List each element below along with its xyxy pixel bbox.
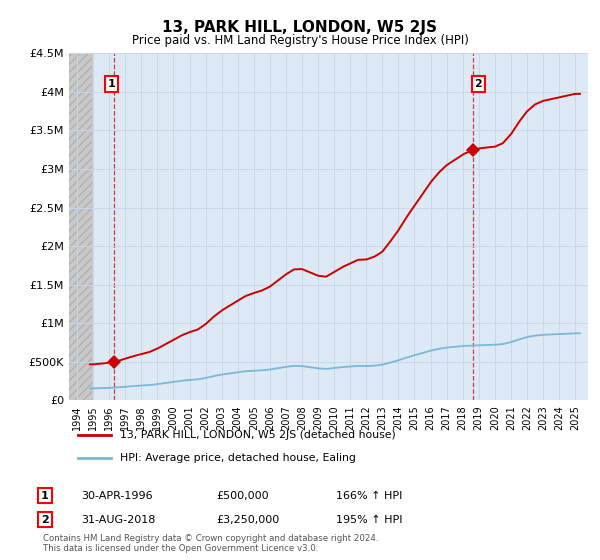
Text: £500,000: £500,000 xyxy=(216,491,269,501)
Text: 166% ↑ HPI: 166% ↑ HPI xyxy=(336,491,403,501)
Text: 2: 2 xyxy=(41,515,49,525)
Text: Price paid vs. HM Land Registry's House Price Index (HPI): Price paid vs. HM Land Registry's House … xyxy=(131,34,469,46)
Text: 31-AUG-2018: 31-AUG-2018 xyxy=(81,515,155,525)
Text: Contains HM Land Registry data © Crown copyright and database right 2024.
This d: Contains HM Land Registry data © Crown c… xyxy=(43,534,379,553)
Text: £3,250,000: £3,250,000 xyxy=(216,515,279,525)
Text: 13, PARK HILL, LONDON, W5 2JS (detached house): 13, PARK HILL, LONDON, W5 2JS (detached … xyxy=(121,430,396,440)
Text: 2: 2 xyxy=(475,79,482,89)
Text: HPI: Average price, detached house, Ealing: HPI: Average price, detached house, Eali… xyxy=(121,453,356,463)
Text: 1: 1 xyxy=(107,79,115,89)
Text: 30-APR-1996: 30-APR-1996 xyxy=(81,491,152,501)
Bar xyxy=(69,53,92,400)
Text: 13, PARK HILL, LONDON, W5 2JS: 13, PARK HILL, LONDON, W5 2JS xyxy=(163,20,437,35)
Bar xyxy=(69,53,92,400)
Text: 195% ↑ HPI: 195% ↑ HPI xyxy=(336,515,403,525)
Text: 1: 1 xyxy=(41,491,49,501)
